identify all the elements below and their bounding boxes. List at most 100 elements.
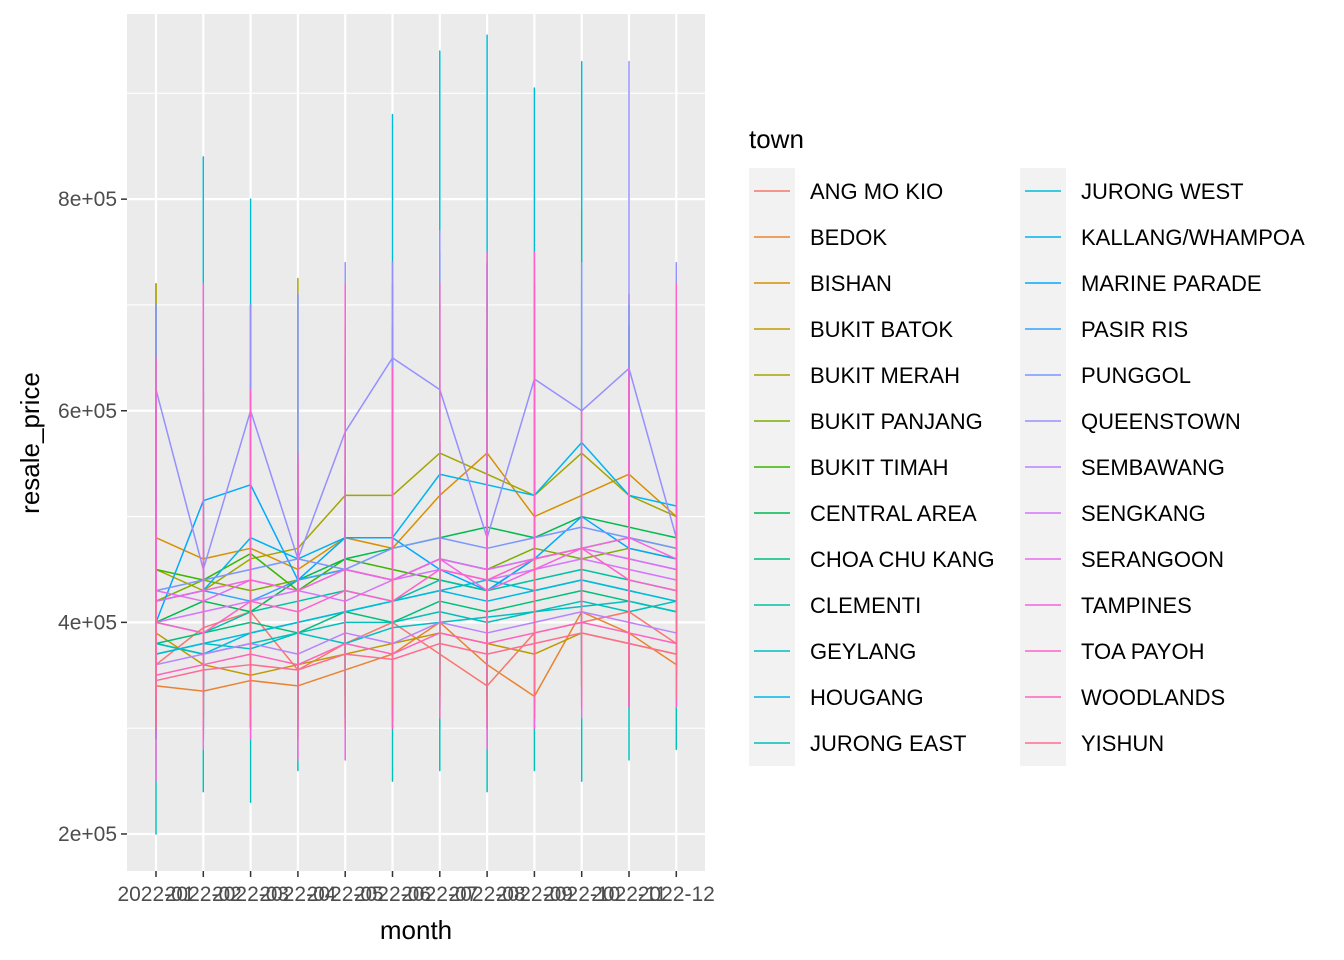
legend-label: CHOA CHU KANG (810, 547, 995, 572)
series-geylang (155, 452, 678, 740)
legend-item: HOUGANG (749, 674, 924, 720)
legend-item: BUKIT BATOK (749, 306, 953, 352)
legend-label: GEYLANG (810, 639, 916, 664)
legend-label: KALLANG/WHAMPOA (1081, 225, 1305, 250)
legend-label: BUKIT PANJANG (810, 409, 983, 434)
series-bishan (155, 283, 678, 666)
legend-label: JURONG EAST (810, 731, 966, 756)
legend-label: JURONG WEST (1081, 179, 1244, 204)
legend-label: ANG MO KIO (810, 179, 943, 204)
series-bukit-merah (155, 208, 678, 698)
x-axis: 2022-012022-022022-032022-042022-052022-… (117, 871, 715, 906)
legend-label: YISHUN (1081, 731, 1164, 756)
series-line (155, 208, 678, 698)
legend-item: CHOA CHU KANG (749, 536, 995, 582)
legend-label: QUEENSTOWN (1081, 409, 1241, 434)
legend-item: WOODLANDS (1020, 674, 1225, 720)
x-tick-label: 2022-05 (307, 883, 384, 906)
series-line (155, 547, 678, 729)
series-line (155, 367, 678, 782)
legend-item: ANG MO KIO (749, 168, 943, 214)
legend-item: BUKIT MERAH (749, 352, 960, 398)
x-tick-label: 2022-07 (401, 883, 478, 906)
legend-item: BUKIT TIMAH (749, 444, 949, 490)
x-tick-label: 2022-06 (354, 883, 431, 906)
legend-item: BEDOK (749, 214, 887, 260)
series-woodlands (155, 505, 678, 740)
series-sembawang (155, 579, 678, 698)
legend-label: SEMBAWANG (1081, 455, 1225, 480)
legend-label: BISHAN (810, 271, 892, 296)
legend-label: SERANGOON (1081, 547, 1224, 572)
y-tick-label: 8e+05 (58, 188, 117, 211)
legend-item: GEYLANG (749, 628, 916, 674)
legend-item: QUEENSTOWN (1020, 398, 1241, 444)
legend-item: MARINE PARADE (1020, 260, 1262, 306)
x-tick-label: 2022-08 (449, 883, 526, 906)
legend-label: BUKIT TIMAH (810, 455, 949, 480)
grid-minor (127, 92, 705, 729)
series-line (155, 462, 678, 645)
x-axis-title: month (380, 915, 452, 945)
panel-background (127, 14, 705, 871)
series-line (155, 251, 678, 708)
legend-label: CENTRAL AREA (810, 501, 977, 526)
y-axis-title: resale_price (15, 372, 45, 514)
series-line (155, 579, 678, 698)
legend-item: JURONG EAST (749, 720, 966, 766)
legend-item: SENGKANG (1020, 490, 1206, 536)
x-tick-label: 2022-02 (165, 883, 242, 906)
legend-item: SERANGOON (1020, 536, 1224, 582)
legend: ANG MO KIO BEDOK BISHAN BUKIT BATOK BUKIT ME… (749, 168, 1305, 766)
x-tick-label: 2022-10 (543, 883, 620, 906)
series-line (155, 431, 678, 719)
legend-label: TAMPINES (1081, 593, 1192, 618)
legend-item: BISHAN (749, 260, 892, 306)
legend-item: PASIR RIS (1020, 306, 1188, 352)
y-axis: 2e+05 4e+05 6e+05 8e+05 (58, 188, 127, 846)
series-toa-payoh (155, 251, 678, 698)
series-line (155, 34, 678, 740)
series-line (155, 505, 678, 740)
legend-item: TAMPINES (1020, 582, 1192, 628)
legend-title: town (749, 124, 804, 154)
series-line (155, 505, 678, 729)
legend-item: CLEMENTI (749, 582, 921, 628)
series-line (155, 251, 678, 698)
x-tick-label: 2022-12 (638, 883, 715, 906)
series-queenstown (155, 60, 678, 698)
x-tick-label: 2022-09 (496, 883, 573, 906)
series-yishun (155, 547, 678, 729)
series-sengkang (155, 484, 678, 677)
legend-item: YISHUN (1020, 720, 1164, 766)
series-marine-parade (155, 473, 678, 645)
series-line (155, 452, 678, 740)
legend-label: PASIR RIS (1081, 317, 1188, 342)
x-tick-label: 2022-04 (259, 883, 336, 906)
series-clementi (155, 431, 678, 719)
legend-label: WOODLANDS (1081, 685, 1225, 710)
legend-label: TOA PAYOH (1081, 639, 1204, 664)
series-kallang-whampoa (155, 251, 678, 708)
legend-label: BUKIT BATOK (810, 317, 953, 342)
y-tick-label: 4e+05 (58, 611, 117, 634)
legend-item: TOA PAYOH (1020, 628, 1204, 674)
series-line (155, 60, 678, 698)
legend-item: JURONG WEST (1020, 168, 1244, 214)
y-tick-label: 6e+05 (58, 400, 117, 423)
legend-label: BUKIT MERAH (810, 363, 960, 388)
series-choa-chu-kang (155, 505, 678, 729)
legend-label: BEDOK (810, 225, 887, 250)
series-punggol (155, 462, 678, 645)
x-tick-label: 2022-01 (117, 883, 194, 906)
series-layer (155, 34, 678, 835)
legend-item: SEMBAWANG (1020, 444, 1225, 490)
legend-item: BUKIT PANJANG (749, 398, 983, 444)
y-tick-label: 2e+05 (58, 823, 117, 846)
legend-item: CENTRAL AREA (749, 490, 977, 536)
legend-label: CLEMENTI (810, 593, 921, 618)
legend-item: KALLANG/WHAMPOA (1020, 214, 1305, 260)
legend-label: HOUGANG (810, 685, 924, 710)
x-tick-label: 2022-11 (591, 883, 667, 906)
